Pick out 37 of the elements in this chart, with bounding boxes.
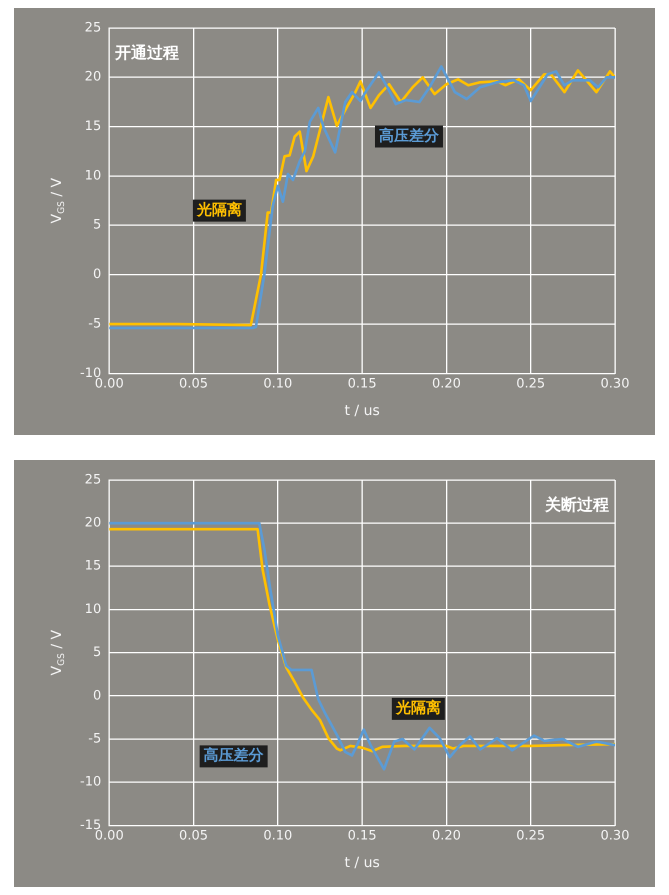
x-tick-label: 0.15 <box>348 376 377 392</box>
x-tick-label: 0.15 <box>348 828 377 844</box>
y-tick-label: 25 <box>84 472 102 488</box>
y-tick-label: 10 <box>84 168 102 184</box>
y-tick-label: -5 <box>88 316 102 332</box>
y-tick-label: 10 <box>84 602 102 617</box>
x-tick-label: 0.05 <box>179 376 208 392</box>
y-tick-label: 5 <box>92 645 102 660</box>
y-tick-label: 0 <box>92 267 102 282</box>
y-tick-label: 5 <box>92 218 102 233</box>
y-tick-label: 20 <box>84 70 102 85</box>
series-label: 光隔离 <box>196 200 242 218</box>
x-tick-label: 0.05 <box>179 828 208 844</box>
y-tick-label: 20 <box>84 516 102 531</box>
y-axis-title: VGS / V <box>48 629 67 676</box>
x-tick-label: 0.25 <box>516 828 546 844</box>
text: 高压差分 <box>204 746 265 764</box>
y-tick-label: 15 <box>84 558 102 574</box>
series-label: 光隔离 <box>394 698 441 717</box>
x-axis-title: t / us <box>344 403 380 420</box>
y-axis-title: VGS / V <box>48 177 67 224</box>
x-axis-title: t / us <box>344 855 380 872</box>
y-tick-label: 0 <box>92 688 102 704</box>
x-tick-label: 0.10 <box>263 828 292 844</box>
text: 开通过程 <box>114 43 180 62</box>
x-tick-label: 0.25 <box>516 376 546 392</box>
y-tick-label: 15 <box>84 119 102 134</box>
x-tick-label: 0.30 <box>600 828 630 844</box>
y-tick-label: 25 <box>84 20 102 36</box>
x-tick-label: 0.20 <box>432 828 461 844</box>
x-tick-label: 0.10 <box>263 376 292 392</box>
y-tick-label: -5 <box>88 731 102 746</box>
series-label: 高压差分 <box>378 126 440 144</box>
x-tick-label: 0.30 <box>600 376 630 392</box>
x-tick-label: 0.20 <box>432 376 461 392</box>
y-tick-label: -10 <box>80 774 102 790</box>
text: 关断过程 <box>544 495 609 514</box>
